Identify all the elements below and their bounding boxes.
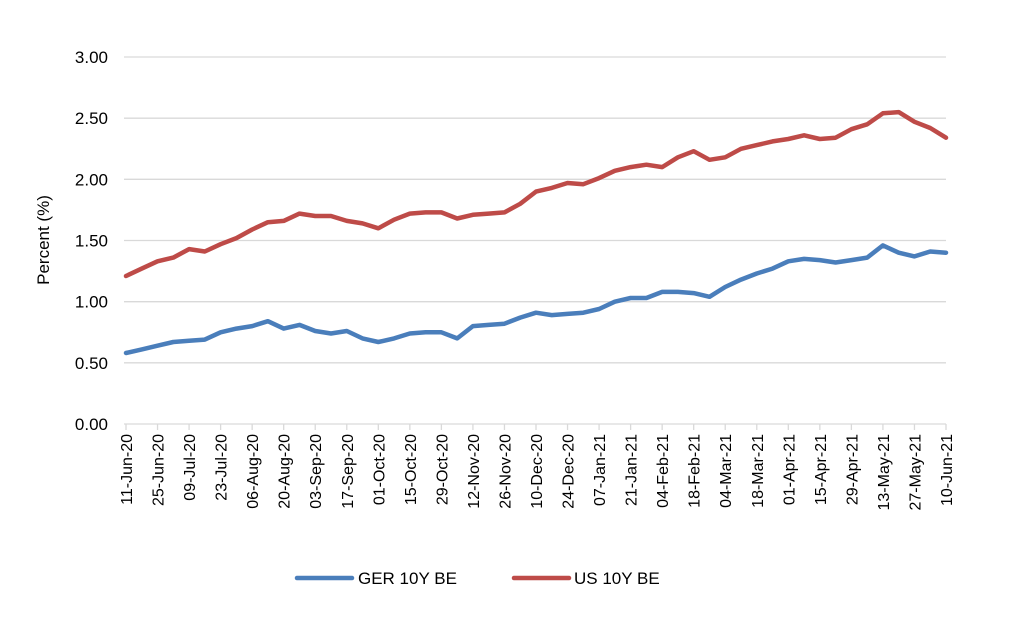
x-tick-label: 15-Apr-21 [813, 434, 830, 505]
x-tick-label: 11-Jun-20 [119, 434, 136, 505]
x-tick-label: 10-Dec-20 [529, 434, 546, 509]
series-line-ger-10y-be [123, 243, 949, 356]
x-tick-label: 17-Sep-20 [340, 434, 357, 509]
x-tick-label: 23-Jul-20 [214, 434, 231, 501]
x-tick-label: 12-Nov-20 [466, 434, 483, 509]
y-tick-label: 3.00 [75, 48, 108, 67]
legend-label: GER 10Y BE [358, 569, 457, 588]
x-tick-label: 06-Aug-20 [245, 434, 262, 509]
x-tick-label: 10-Jun-21 [939, 434, 956, 506]
legend-label: US 10Y BE [574, 569, 660, 588]
x-tick-label: 29-Oct-20 [434, 434, 451, 505]
x-tick-label: 21-Jan-21 [624, 434, 641, 506]
x-tick-label: 01-Oct-20 [371, 434, 388, 505]
y-tick-label: 2.50 [75, 109, 108, 128]
x-tick-label: 03-Sep-20 [308, 434, 325, 509]
x-tick-label: 27-May-21 [907, 434, 924, 511]
series-lines [123, 109, 949, 356]
x-tick-label: 09-Jul-20 [182, 434, 199, 501]
x-tick-label: 20-Aug-20 [277, 434, 294, 509]
x-tick-label: 26-Nov-20 [497, 434, 514, 509]
x-tick-label: 04-Feb-21 [655, 434, 672, 508]
x-tick-label: 15-Oct-20 [403, 434, 420, 505]
x-tick-label: 29-Apr-21 [844, 434, 861, 505]
y-tick-label: 1.00 [75, 293, 108, 312]
y-axis: 0.00 0.50 1.00 1.50 2.00 2.50 3.00 [75, 48, 108, 434]
x-tick-label: 18-Mar-21 [750, 434, 767, 508]
gridlines [124, 56, 946, 425]
legend: GER 10Y BE US 10Y BE [294, 569, 660, 588]
x-tick-label: 18-Feb-21 [687, 434, 704, 508]
series-line-us-10y-be [123, 109, 949, 279]
y-axis-title: Percent (%) [34, 195, 53, 285]
y-tick-label: 1.50 [75, 232, 108, 251]
x-tick-label: 04-Mar-21 [718, 434, 735, 508]
x-tick-label: 24-Dec-20 [561, 434, 578, 509]
x-tick-label: 07-Jan-21 [592, 434, 609, 506]
x-tick-label: 25-Jun-20 [151, 434, 168, 506]
y-tick-label: 2.00 [75, 170, 108, 189]
y-tick-label: 0.00 [75, 415, 108, 434]
x-axis: 11-Jun-20 25-Jun-20 09-Jul-20 23-Jul-20 06-A… [119, 424, 956, 510]
x-tick-label: 01-Apr-21 [781, 434, 798, 505]
x-tick-label: 13-May-21 [876, 434, 893, 511]
y-tick-label: 0.50 [75, 354, 108, 373]
